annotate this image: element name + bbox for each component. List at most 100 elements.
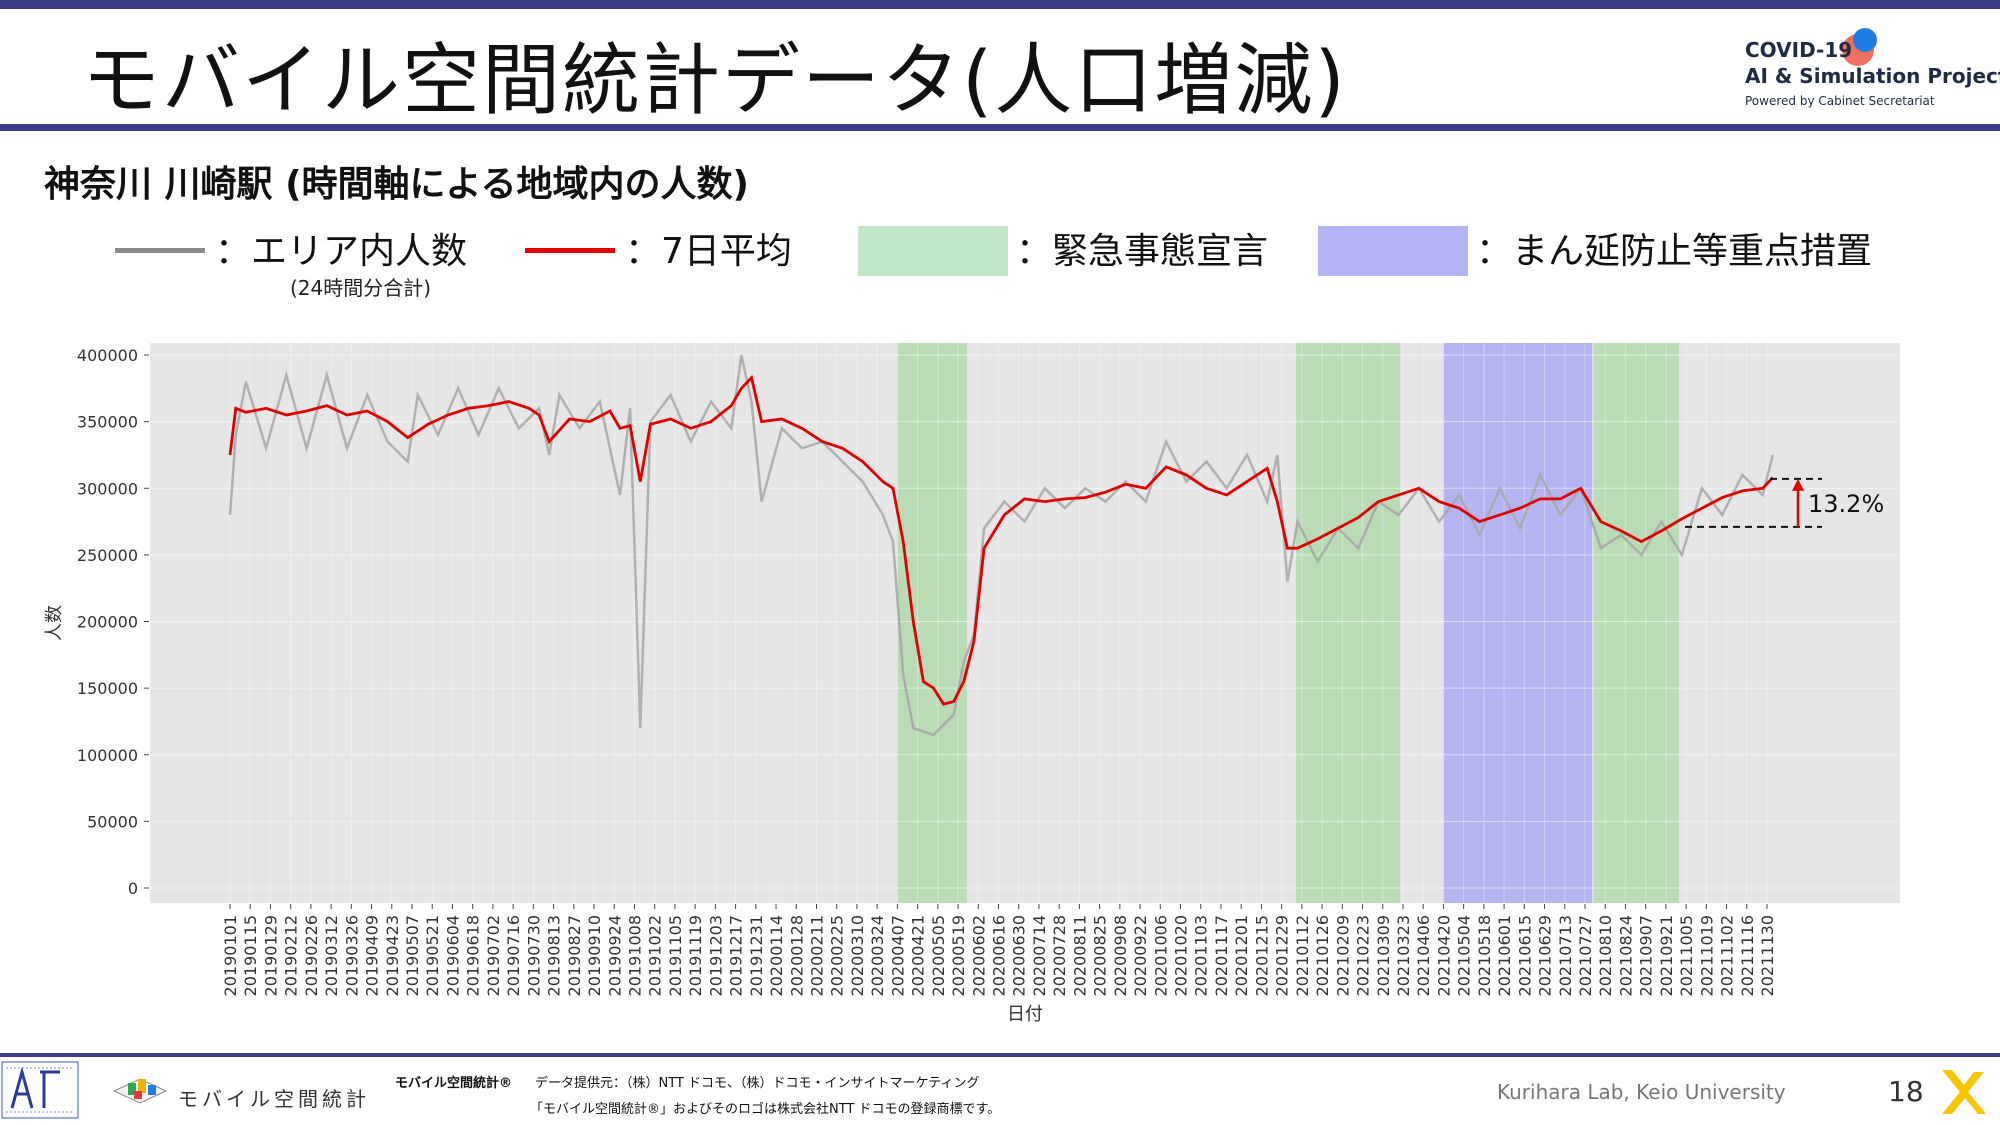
xtick-label-20211005: 20211005: [1677, 915, 1696, 996]
xtick-label-20191231: 20191231: [747, 915, 766, 996]
annotation-arrow-head: [1792, 478, 1804, 491]
xtick-label-20200519: 20200519: [949, 915, 968, 996]
xtick-label-20200922: 20200922: [1131, 915, 1150, 996]
xtick-label-20200616: 20200616: [990, 915, 1009, 996]
xtick-label-20190312: 20190312: [322, 915, 341, 996]
legend-area-population: ：エリア内人数: [115, 222, 515, 282]
xtick-label-20200505: 20200505: [929, 915, 948, 996]
xtick-label-20191022: 20191022: [646, 915, 665, 996]
annotation-label: 13.2%: [1808, 490, 1884, 518]
xtick-label-20200407: 20200407: [888, 915, 907, 996]
xtick-label-20201215: 20201215: [1252, 915, 1271, 996]
chart-subtitle: 神奈川 川崎駅 (時間軸による地域内の人数): [44, 164, 749, 205]
xtick-label-20190827: 20190827: [565, 915, 584, 996]
legend-seven-day-label: ：7日平均: [625, 231, 792, 272]
xtick-label-20200128: 20200128: [787, 915, 806, 996]
area-population-line: [228, 354, 1775, 737]
xtick-label-20210601: 20210601: [1495, 915, 1514, 996]
xtick-label-20210629: 20210629: [1536, 915, 1555, 996]
xtick-label-20210810: 20210810: [1596, 915, 1615, 996]
xtick-label-20210126: 20210126: [1313, 915, 1332, 996]
xtick-label-20201229: 20201229: [1273, 915, 1292, 996]
trademark-note: 「モバイル空間統計®」およびそのロゴは株式会社NTT ドコモの登録商標です。: [530, 1102, 1001, 1117]
xtick-label-20210420: 20210420: [1434, 915, 1453, 996]
kurihara-lab-logo: [1, 1061, 79, 1119]
legend-emergency-label: ：緊急事態宣言: [1016, 231, 1269, 272]
xtick-label-20210223: 20210223: [1354, 915, 1373, 996]
y-axis-label: 人数: [44, 605, 65, 641]
legend-seven-day: ：7日平均: [525, 222, 825, 282]
xtick-label-20190101: 20190101: [221, 915, 240, 996]
xtick-label-20190212: 20190212: [282, 915, 301, 996]
xtick-label-20210309: 20210309: [1374, 915, 1393, 996]
xtick-label-20201117: 20201117: [1212, 915, 1231, 996]
xtick-label-20200421: 20200421: [909, 915, 928, 996]
emergency-band-2: [1296, 343, 1401, 903]
xtick-label-20190226: 20190226: [302, 915, 321, 996]
legend-emergency: ：緊急事態宣言: [858, 222, 1278, 282]
x-axis-label: 日付: [1007, 1004, 1043, 1025]
trademark-label: モバイル空間統計®: [395, 1076, 513, 1091]
ytick-label-250000: 250000: [77, 546, 138, 565]
logo-line2: AI & Simulation Project: [1745, 64, 2000, 88]
ytick-label-300000: 300000: [77, 479, 138, 498]
xtick-label-20211102: 20211102: [1718, 915, 1737, 996]
ytick-label-0: 0: [128, 879, 138, 898]
xtick-label-20200825: 20200825: [1091, 915, 1110, 996]
legend-purple-box: [1318, 226, 1468, 276]
xtick-label-20211116: 20211116: [1738, 915, 1757, 996]
xtick-label-20190423: 20190423: [383, 915, 402, 996]
ytick-label-100000: 100000: [77, 746, 138, 765]
mobile-stats-icon: [112, 1078, 168, 1104]
xtick-label-20210727: 20210727: [1576, 915, 1595, 996]
xtick-label-20210209: 20210209: [1333, 915, 1352, 996]
logo-blue-dot: [1853, 28, 1877, 52]
page-title: モバイル空間統計データ(人口増減): [82, 36, 1347, 126]
xtick-label-20191217: 20191217: [727, 915, 746, 996]
xtick-label-20190604: 20190604: [443, 915, 462, 996]
emergency-band-1: [897, 343, 967, 903]
xtick-label-20191008: 20191008: [625, 915, 644, 996]
xtick-label-20190326: 20190326: [342, 915, 361, 996]
xtick-label-20190924: 20190924: [605, 915, 624, 996]
xtick-label-20200310: 20200310: [848, 915, 867, 996]
xtick-label-20210504: 20210504: [1455, 915, 1474, 996]
xtick-label-20191105: 20191105: [666, 915, 685, 996]
legend-gray-line: [115, 248, 205, 253]
ytick-label-50000: 50000: [87, 812, 138, 831]
emergency-band-4: [1593, 343, 1679, 903]
xtick-label-20200114: 20200114: [767, 915, 786, 996]
top-accent-bar: [0, 0, 2000, 9]
logo-line3: Powered by Cabinet Secretariat: [1745, 94, 1935, 108]
page-number: 18: [1888, 1075, 1924, 1108]
xtick-label-20210921: 20210921: [1657, 915, 1676, 996]
population-line-chart: 0 50000 100000 150000 200000 250000 300000 3500…: [44, 343, 1900, 1025]
xtick-label-20190115: 20190115: [241, 915, 260, 996]
xtick-label-20200211: 20200211: [807, 915, 826, 996]
xtick-label-20191119: 20191119: [686, 915, 705, 996]
ytick-label-400000: 400000: [77, 346, 138, 365]
xtick-label-20210518: 20210518: [1475, 915, 1494, 996]
x-logo-icon: [1942, 1070, 1986, 1114]
xtick-label-20190129: 20190129: [261, 915, 280, 996]
xtick-label-20201020: 20201020: [1172, 915, 1191, 996]
covid-project-logo: COVID-19 AI & Simulation Project Powered…: [1745, 28, 2000, 118]
xtick-label-20210323: 20210323: [1394, 915, 1413, 996]
mobile-stats-logo-text: モバイル空間統計: [178, 1087, 370, 1111]
xtick-label-20190813: 20190813: [545, 915, 564, 996]
xtick-label-20210615: 20210615: [1515, 915, 1534, 996]
title-divider: [0, 124, 2000, 131]
xtick-label-20190910: 20190910: [585, 915, 604, 996]
xtick-label-20190507: 20190507: [403, 915, 422, 996]
xtick-label-20210112: 20210112: [1293, 915, 1312, 996]
data-provider: データ提供元：（株）NTT ドコモ、（株）ドコモ・インサイトマーケティング: [535, 1076, 980, 1091]
xtick-label-20201201: 20201201: [1232, 915, 1251, 996]
xtick-label-20210824: 20210824: [1616, 915, 1635, 996]
xtick-label-20211019: 20211019: [1697, 915, 1716, 996]
legend-area-population-label: ：エリア内人数: [215, 231, 468, 272]
ytick-label-150000: 150000: [77, 679, 138, 698]
xtick-label-20200908: 20200908: [1111, 915, 1130, 996]
xtick-label-20190716: 20190716: [504, 915, 523, 996]
legend-note: (24時間分合計): [290, 276, 432, 300]
xtick-label-20190702: 20190702: [484, 915, 503, 996]
